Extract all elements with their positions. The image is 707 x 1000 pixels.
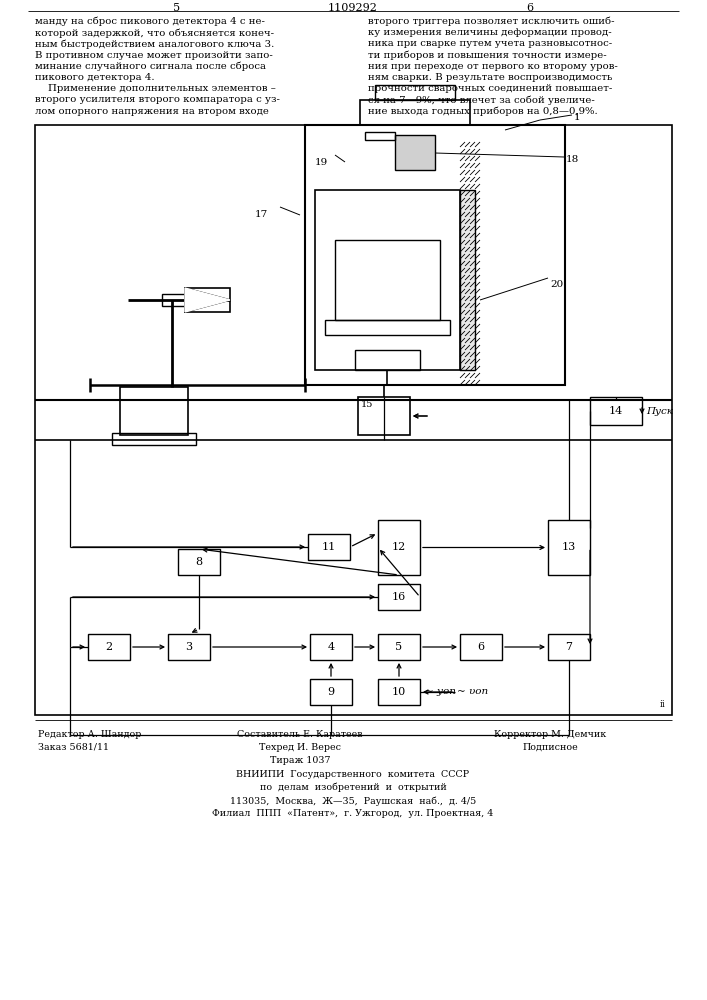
Text: Филиал  ППП  «Патент»,  г. Ужгород,  ул. Проектная, 4: Филиал ППП «Патент», г. Ужгород, ул. Про… <box>212 809 493 818</box>
Text: ния при переходе от первого ко второму уров-: ния при переходе от первого ко второму у… <box>368 62 618 71</box>
Bar <box>378 520 420 575</box>
Text: ку измерения величины деформации провод-: ку измерения величины деформации провод- <box>368 28 612 37</box>
Text: Пуск: Пуск <box>646 406 673 416</box>
Bar <box>395 135 435 170</box>
Text: ВНИИПИ  Государственного  комитета  СССР: ВНИИПИ Государственного комитета СССР <box>236 770 469 779</box>
Text: которой задержкой, что объясняется конеч-: которой задержкой, что объясняется конеч… <box>35 28 274 38</box>
Bar <box>378 679 420 705</box>
Bar <box>178 549 220 575</box>
Bar <box>168 634 210 660</box>
Text: лом опорного напряжения на втором входе: лом опорного напряжения на втором входе <box>35 107 269 116</box>
Bar <box>120 387 188 435</box>
Bar <box>460 634 502 660</box>
Text: 2: 2 <box>105 642 112 652</box>
Text: ii: ii <box>660 700 666 709</box>
Text: 12: 12 <box>392 542 406 552</box>
Bar <box>335 240 440 320</box>
Text: второго триггера позволяет исключить ошиб-: второго триггера позволяет исключить оши… <box>368 17 614 26</box>
Text: 13: 13 <box>562 542 576 552</box>
Text: ~ уоп: ~ уоп <box>425 686 456 696</box>
Text: пикового детектора 4.: пикового детектора 4. <box>35 73 155 82</box>
Bar <box>590 397 642 425</box>
Bar <box>310 634 352 660</box>
Bar <box>358 397 410 435</box>
Text: 19: 19 <box>315 158 328 167</box>
Text: 113035,  Москва,  Ж—35,  Раушская  наб.,  д. 4/5: 113035, Москва, Ж—35, Раушская наб., д. … <box>230 796 476 806</box>
Text: ти приборов и повышения точности измере-: ти приборов и повышения точности измере- <box>368 51 607 60</box>
Text: второго усилителя второго компаратора с уз-: второго усилителя второго компаратора с … <box>35 95 280 104</box>
Text: 15: 15 <box>361 400 373 409</box>
Text: 20: 20 <box>550 280 563 289</box>
Bar <box>310 679 352 705</box>
Bar <box>325 320 450 335</box>
Text: по  делам  изобретений  и  открытий: по делам изобретений и открытий <box>259 783 446 792</box>
Bar <box>548 520 590 575</box>
Text: Применение дополнительных элементов –: Применение дополнительных элементов – <box>35 84 276 93</box>
Bar <box>460 190 475 370</box>
Text: Редактор А. Шандор: Редактор А. Шандор <box>38 730 141 739</box>
Text: 18: 18 <box>566 155 579 164</box>
Text: ням сварки. В результате воспроизводимость: ням сварки. В результате воспроизводимос… <box>368 73 612 82</box>
Text: ся на 7—9%, что влечет за собой увеличе-: ся на 7—9%, что влечет за собой увеличе- <box>368 95 595 105</box>
Text: Подписное: Подписное <box>522 743 578 752</box>
Text: ~ υоп: ~ υоп <box>457 686 488 696</box>
Text: 11: 11 <box>322 542 336 552</box>
Bar <box>315 190 460 370</box>
Text: Заказ 5681/11: Заказ 5681/11 <box>38 743 109 752</box>
Polygon shape <box>185 288 230 312</box>
Bar <box>378 584 420 610</box>
Bar <box>35 125 672 715</box>
Text: ние выхода годных приборов на 0,8—0,9%.: ние выхода годных приборов на 0,8—0,9%. <box>368 107 597 116</box>
Bar <box>365 132 395 140</box>
Text: 7: 7 <box>566 642 573 652</box>
Text: 6: 6 <box>527 3 534 13</box>
Text: 3: 3 <box>185 642 192 652</box>
Text: В противном случае может произойти запо-: В противном случае может произойти запо- <box>35 51 273 60</box>
Text: 1109292: 1109292 <box>328 3 378 13</box>
Bar <box>378 634 420 660</box>
Text: 5: 5 <box>173 3 180 13</box>
Bar <box>185 288 230 312</box>
Bar <box>548 634 590 660</box>
Bar <box>112 433 196 445</box>
Text: ным быстродействием аналогового ключа 3.: ным быстродействием аналогового ключа 3. <box>35 39 274 49</box>
Text: Тираж 1037: Тираж 1037 <box>270 756 330 765</box>
Text: прочности сварочных соединений повышает-: прочности сварочных соединений повышает- <box>368 84 612 93</box>
Bar <box>88 634 130 660</box>
Text: ника при сварке путем учета разновысотнос-: ника при сварке путем учета разновысотно… <box>368 39 612 48</box>
Text: 16: 16 <box>392 592 406 602</box>
Text: 5: 5 <box>395 642 402 652</box>
Text: 9: 9 <box>327 687 334 697</box>
Bar <box>305 125 565 385</box>
Text: 10: 10 <box>392 687 406 697</box>
Bar <box>308 534 350 560</box>
Text: Техред И. Верес: Техред И. Верес <box>259 743 341 752</box>
Text: 4: 4 <box>327 642 334 652</box>
Text: Корректор М. Демчик: Корректор М. Демчик <box>494 730 606 739</box>
Text: минание случайного сигнала после сброса: минание случайного сигнала после сброса <box>35 62 266 71</box>
Bar <box>355 350 420 370</box>
Text: 1: 1 <box>574 113 580 122</box>
Bar <box>375 85 455 100</box>
Bar <box>360 100 470 125</box>
Text: 8: 8 <box>195 557 203 567</box>
Text: манду на сброс пикового детектора 4 с не-: манду на сброс пикового детектора 4 с не… <box>35 17 265 26</box>
Text: 6: 6 <box>477 642 484 652</box>
Bar <box>162 294 185 306</box>
Text: Составитель Е. Каратеев: Составитель Е. Каратеев <box>237 730 363 739</box>
Text: 14: 14 <box>609 406 623 416</box>
Text: 17: 17 <box>255 210 268 219</box>
